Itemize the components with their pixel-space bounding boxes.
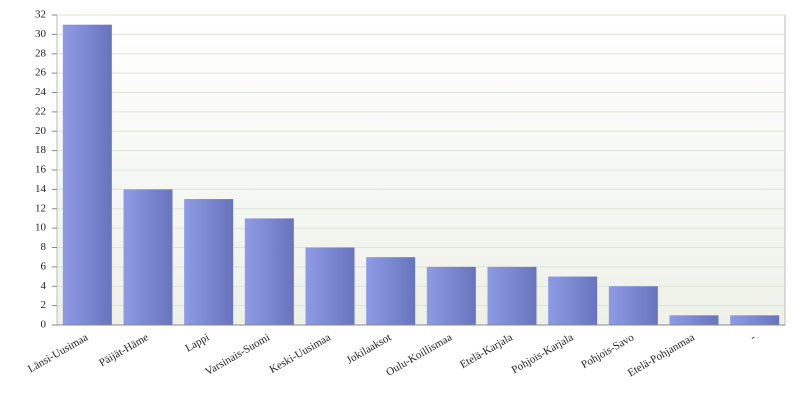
y-tick-label: 12 — [35, 202, 46, 214]
x-tick-label: Etelä-Pohjanmaa — [626, 331, 697, 379]
y-tick-label: 26 — [35, 67, 47, 79]
y-tick-label: 14 — [35, 183, 47, 195]
bar — [184, 199, 234, 325]
bar — [62, 24, 112, 325]
x-tick-label: Keski-Uusimaa — [267, 331, 332, 376]
x-tick-label: Päijät-Häme — [97, 331, 151, 369]
y-tick-label: 16 — [35, 164, 47, 176]
y-tick-label: 20 — [35, 125, 47, 137]
bar — [730, 315, 780, 325]
y-tick-label: 10 — [35, 222, 47, 234]
y-tick-label: 22 — [35, 105, 46, 117]
y-tick-label: 6 — [41, 260, 47, 272]
y-tick-label: 8 — [41, 241, 47, 253]
bar — [487, 266, 537, 325]
bar — [548, 276, 598, 325]
y-tick-label: 30 — [35, 28, 47, 40]
y-tick-label: 18 — [35, 144, 47, 156]
bar — [426, 266, 476, 325]
x-tick-label: Pohjois-Savo — [579, 331, 636, 371]
x-tick-label: Varsinais-Suomi — [203, 331, 272, 378]
y-tick-label: 0 — [41, 319, 47, 331]
x-tick-label: Pohjois-Karjala — [510, 331, 576, 376]
bar — [244, 218, 294, 325]
bar — [123, 189, 173, 325]
x-tick-label: Etelä-Karjala — [458, 331, 515, 371]
x-tick-label: Jokilaaksot — [345, 331, 394, 366]
y-tick-label: 24 — [35, 86, 47, 98]
y-tick-label: 28 — [35, 47, 47, 59]
bar — [608, 286, 658, 325]
bar — [305, 247, 355, 325]
y-tick-label: 2 — [41, 299, 47, 311]
x-tick-label: Oulu-Koillismaa — [384, 331, 454, 378]
y-tick-label: 32 — [35, 9, 46, 21]
bar — [366, 257, 416, 325]
x-tick-label: Lappi — [183, 331, 211, 354]
y-tick-label: 4 — [41, 280, 47, 292]
bar — [669, 315, 719, 325]
x-tick-label: - — [748, 331, 757, 343]
x-tick-label: Länsi-Uusimaa — [26, 331, 90, 375]
